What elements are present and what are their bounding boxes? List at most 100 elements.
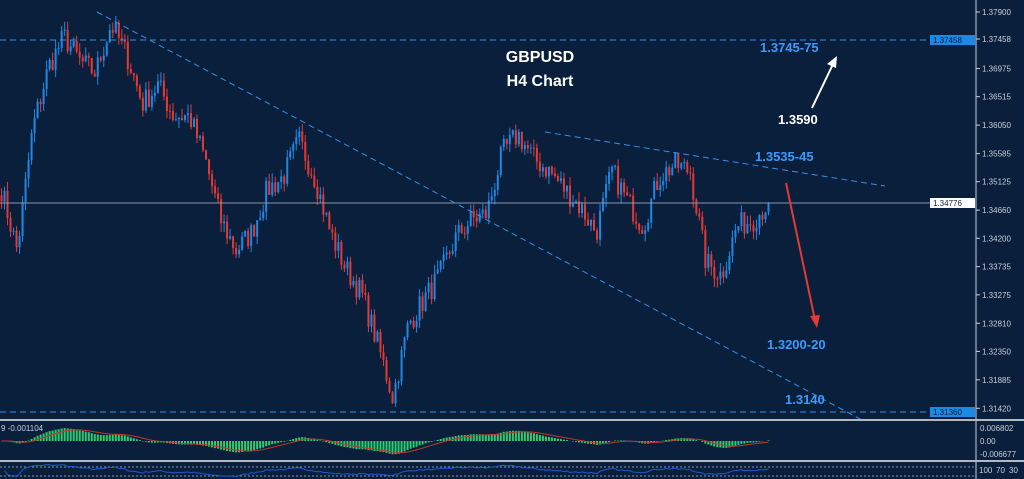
candle: [596, 227, 599, 244]
price-tick-label: 1.34200: [982, 234, 1011, 243]
candle: [108, 24, 111, 43]
candle: [671, 163, 674, 176]
candle: [581, 201, 584, 218]
candle: [466, 220, 469, 241]
candle: [734, 223, 737, 244]
candle: [587, 212, 590, 226]
candle: [274, 176, 277, 197]
candle: [102, 46, 105, 67]
candle: [544, 166, 547, 180]
candle: [680, 162, 683, 171]
candle: [409, 319, 412, 325]
candle: [174, 112, 177, 122]
candle: [147, 81, 150, 108]
chart-title: GBPUSD: [506, 49, 574, 66]
candle: [701, 211, 704, 234]
candle: [451, 243, 454, 256]
price-tick-label: 1.35585: [982, 150, 1011, 159]
candle: [129, 63, 132, 75]
candle: [93, 69, 96, 77]
candle: [301, 123, 304, 150]
candle: [623, 178, 626, 198]
candle: [599, 203, 602, 246]
candle: [568, 177, 571, 214]
candle: [641, 225, 644, 235]
candle: [331, 224, 334, 241]
candle: [265, 177, 268, 221]
candle: [590, 218, 593, 232]
candle: [114, 15, 117, 34]
candle: [725, 261, 728, 279]
candle: [448, 250, 451, 259]
candle: [397, 380, 400, 389]
candle: [683, 158, 686, 170]
candle: [749, 215, 752, 232]
candle: [162, 73, 165, 101]
candle: [662, 172, 665, 192]
candle: [340, 240, 343, 270]
candle: [259, 210, 262, 221]
candle: [472, 204, 475, 227]
price-tick-label: 1.33275: [982, 291, 1011, 300]
candle: [159, 72, 162, 87]
candle: [508, 127, 511, 152]
candle: [496, 169, 499, 196]
candle: [322, 187, 325, 223]
candle: [319, 187, 322, 204]
candle: [442, 246, 445, 270]
candle: [289, 147, 292, 161]
candle: [232, 235, 235, 255]
candle: [611, 165, 614, 181]
candle: [475, 209, 478, 228]
rsi-tick: 30: [1009, 466, 1018, 475]
candle: [547, 166, 550, 185]
candle: [403, 336, 406, 358]
price-tick-label: 1.36515: [982, 93, 1011, 102]
candle: [186, 104, 189, 124]
candle: [529, 143, 532, 154]
candle: [253, 224, 256, 237]
annotation-1-3590: 1.3590: [778, 112, 818, 127]
candle: [704, 225, 707, 277]
candle: [123, 34, 126, 49]
candle: [370, 309, 373, 333]
candle: [635, 212, 638, 229]
level-tag-1-37458: [930, 35, 975, 45]
candle: [553, 167, 556, 179]
candle: [202, 131, 205, 153]
rsi-tick: 100: [979, 466, 993, 475]
candle: [0, 188, 3, 209]
candle: [334, 226, 337, 259]
candle: [180, 109, 183, 121]
candle: [484, 205, 487, 219]
candle: [439, 259, 442, 273]
candle: [379, 328, 382, 359]
candle: [469, 204, 472, 227]
candle: [51, 52, 54, 71]
candle: [105, 41, 108, 57]
candle: [214, 179, 217, 199]
candle: [90, 57, 93, 75]
candle: [388, 377, 391, 394]
candle: [36, 98, 39, 119]
candle: [746, 215, 749, 234]
macd-tick: 0.00: [980, 437, 996, 446]
candle: [361, 274, 364, 298]
candle: [550, 165, 553, 176]
candle: [421, 291, 424, 319]
candle: [454, 224, 457, 258]
candle: [605, 175, 608, 208]
candle: [241, 231, 244, 251]
candle: [436, 260, 439, 274]
candle: [205, 149, 208, 160]
level-tag-text: 1.37458: [933, 36, 962, 45]
candle: [406, 320, 409, 341]
candle: [517, 129, 520, 147]
candle: [6, 181, 9, 226]
candle: [490, 187, 493, 204]
candle: [87, 52, 90, 67]
candle: [42, 82, 45, 111]
candle: [256, 220, 259, 245]
price-tick-label: 1.32810: [982, 319, 1011, 328]
